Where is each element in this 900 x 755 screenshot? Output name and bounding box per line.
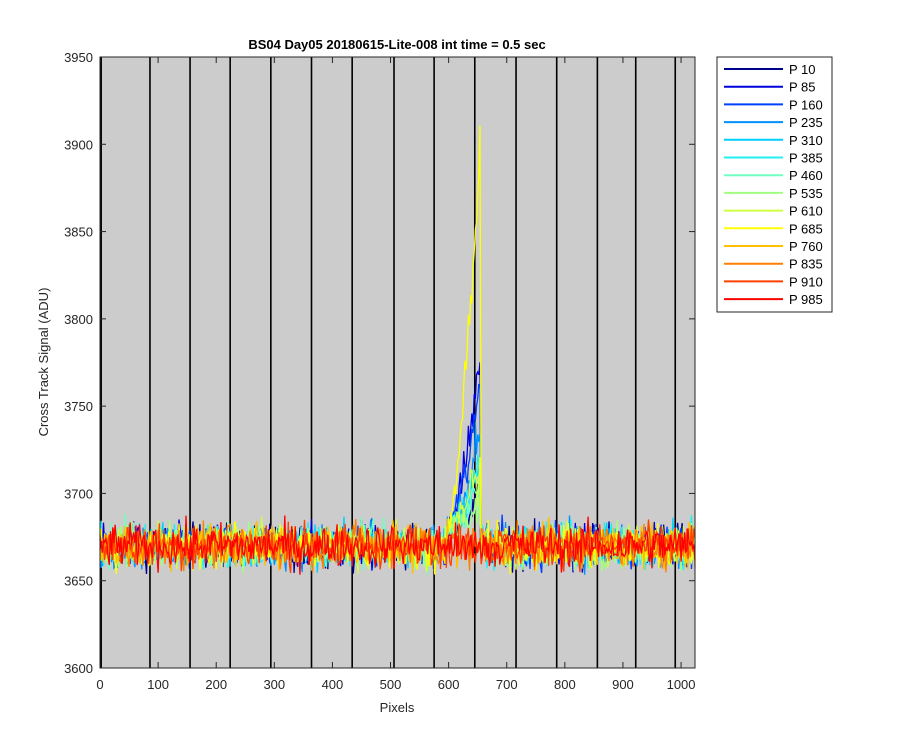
legend-label-6: P 460 (789, 168, 823, 183)
legend-label-10: P 760 (789, 239, 823, 254)
x-tick-label-2: 200 (205, 677, 227, 692)
series-line-13 (99, 515, 696, 575)
legend-box (716, 56, 833, 313)
y-tick-label-0: 3600 (64, 661, 93, 676)
plot-area (100, 57, 695, 668)
axis-ticks: 0 100 200 300 400 500 600 700 800 900 1000 3600 3650… (64, 50, 695, 692)
legend-label-9: P 685 (789, 221, 823, 236)
legend-label-7: P 535 (789, 186, 823, 201)
vertical-lines (100, 57, 677, 668)
x-tick-label-3: 300 (263, 677, 285, 692)
legend-label-0: P 10 (789, 62, 816, 77)
legend-label-11: P 835 (789, 257, 823, 272)
x-tick-label-10: 1000 (667, 677, 696, 692)
legend-label-4: P 310 (789, 133, 823, 148)
legend-label-13: P 985 (789, 292, 823, 307)
legend-label-8: P 610 (789, 204, 823, 219)
legend: P 10 P 85 P 160 P 235 P 310 P 385 P 460 P 535 P … (716, 56, 833, 313)
x-tick-label-8: 800 (554, 677, 576, 692)
chart-title: BS04 Day05 20180615-Lite-008 int time = … (248, 37, 545, 52)
x-tick-label-6: 600 (438, 677, 460, 692)
x-tick-label-9: 900 (612, 677, 634, 692)
legend-label-1: P 85 (789, 80, 816, 95)
plot-frame (99, 56, 696, 669)
legend-label-5: P 385 (789, 151, 823, 166)
y-tick-label-2: 3700 (64, 486, 93, 501)
x-tick-label-0: 0 (96, 677, 103, 692)
y-tick-label-4: 3800 (64, 312, 93, 327)
x-tick-label-1: 100 (147, 677, 169, 692)
y-tick-label-5: 3850 (64, 225, 93, 240)
y-tick-label-1: 3650 (64, 574, 93, 589)
legend-label-12: P 910 (789, 274, 823, 289)
y-tick-label-3: 3750 (64, 399, 93, 414)
x-tick-label-4: 400 (322, 677, 344, 692)
series-lines (99, 125, 696, 575)
y-axis-label: Cross Track Signal (ADU) (36, 288, 51, 437)
x-tick-label-5: 500 (380, 677, 402, 692)
y-tick-label-6: 3900 (64, 137, 93, 152)
x-tick-label-7: 700 (496, 677, 518, 692)
legend-label-2: P 160 (789, 97, 823, 112)
x-axis-label: Pixels (380, 700, 415, 715)
legend-label-3: P 235 (789, 115, 823, 130)
y-tick-label-7: 3950 (64, 50, 93, 65)
